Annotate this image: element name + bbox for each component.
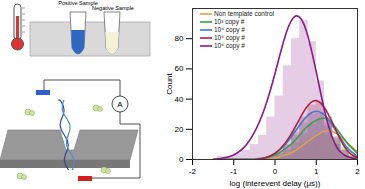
svg-text:0: 0 (273, 167, 278, 176)
html-text:10⁵ copy #: 10⁵ copy # (214, 34, 245, 41)
svg-text:Positive Sample: Positive Sample (58, 0, 98, 6)
svg-text:Negative Sample: Negative Sample (92, 5, 134, 11)
html-text:Non template control: Non template control (214, 10, 274, 17)
svg-text:A: A (117, 100, 123, 109)
svg-text:0: 0 (179, 155, 184, 164)
svg-text:2: 2 (355, 167, 360, 176)
svg-text:1: 1 (314, 167, 319, 176)
svg-text:40: 40 (175, 95, 184, 104)
svg-text:Count: Count (165, 73, 174, 95)
svg-text:60: 60 (175, 64, 184, 73)
svg-text:20: 20 (175, 125, 184, 134)
svg-text:-1: -1 (230, 167, 238, 176)
svg-text:80: 80 (175, 34, 184, 43)
html-text:10⁶ copy #: 10⁶ copy # (214, 42, 245, 49)
html-text:10³ copy #: 10³ copy # (214, 18, 245, 25)
svg-text:log (interevent delay (μs)): log (interevent delay (μs)) (230, 179, 321, 188)
html-text:10⁴ copy #: 10⁴ copy # (214, 26, 245, 33)
svg-text:-2: -2 (189, 167, 197, 176)
